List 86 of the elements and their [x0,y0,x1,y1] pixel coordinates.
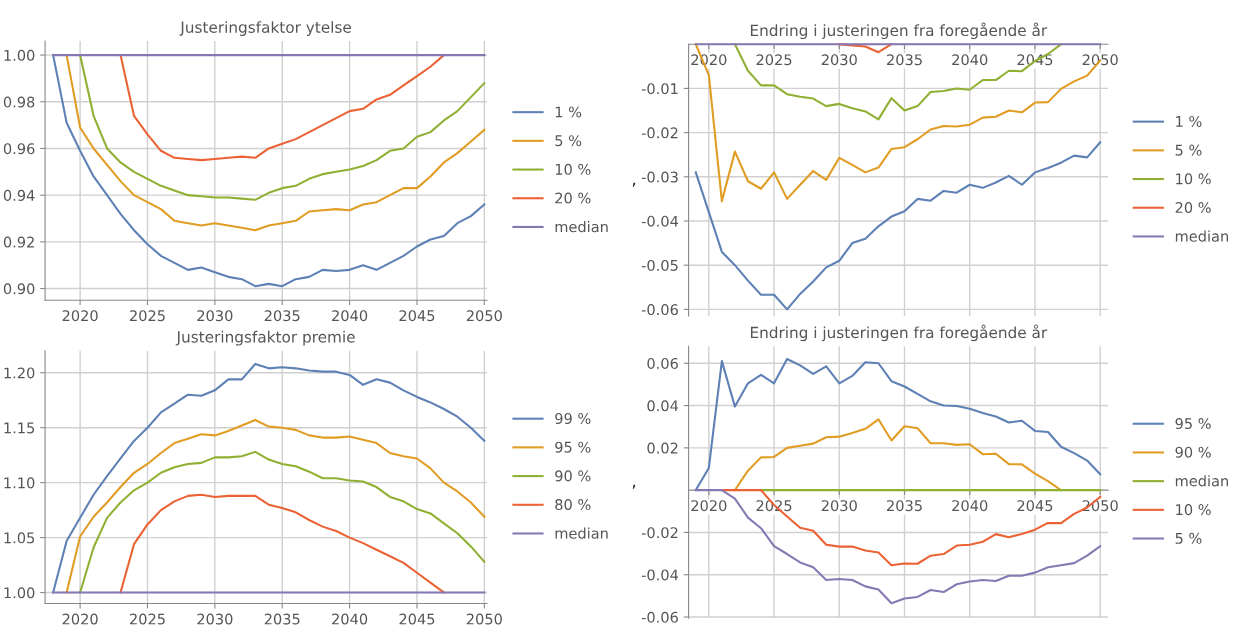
y-tick-label: 0.98 [3,96,35,108]
line-series [65,54,486,232]
x-tick-label: 2040 [952,500,988,512]
legend-label: median [555,527,608,539]
legend-label: 5 % [555,135,582,147]
y-tick-label: -0.02 [641,127,678,139]
line-series [694,357,1102,492]
legend-label: 10 % [555,163,591,175]
x-tick-label: 2035 [887,500,922,512]
y-tick-label: 0.02 [647,442,678,454]
line-series [733,418,1063,492]
legend-label: median [1175,230,1228,242]
legend-label: 10 % [1176,173,1211,185]
text: , [632,182,636,187]
x-tick-label: 2020 [62,613,98,625]
x-tick-label: 2030 [821,54,857,66]
legend-label: 1 % [1176,115,1202,127]
y-tick-label: -0.06 [641,611,678,623]
line-series [79,54,486,201]
legend-label: 90 % [555,470,591,482]
legend-label: 5 % [1175,532,1202,544]
x-tick-label: 2045 [399,310,435,322]
x-tick-label: 2050 [466,310,502,322]
x-tick-label: 2040 [332,613,368,625]
x-tick-label: 2030 [821,500,857,512]
x-tick-label: 2035 [264,310,300,322]
line-series [694,141,1102,311]
y-tick-label: -0.06 [641,304,678,316]
chart-title: Justeringsfaktor ytelse [179,21,351,36]
legend-label: 95 % [1175,418,1211,430]
y-tick-label: 1.00 [4,587,35,599]
y-tick-label: 1.00 [4,49,35,61]
line-series [65,418,486,594]
legend-label: 5 % [1175,144,1202,156]
x-tick-label: 2035 [264,613,300,625]
x-tick-label: 2020 [691,500,727,512]
x-tick-label: 2035 [887,54,922,66]
legend-label: 20 % [555,192,591,204]
legend-label: median [555,220,608,233]
x-tick-label: 2040 [952,54,988,66]
line-series [79,450,486,594]
x-tick-label: 2050 [1082,54,1118,66]
line-series [838,43,893,54]
x-tick-label: 2025 [129,613,165,625]
x-tick-label: 2020 [62,310,98,322]
chart-title: Endring i justeringen fra foregående år [750,324,1048,342]
legend-label: 99 % [555,412,591,424]
y-tick-label: 0.92 [3,236,34,248]
y-tick-label: -0.04 [641,569,679,581]
legend-label: median [1175,475,1228,487]
y-tick-label: 1.15 [4,422,35,434]
y-tick-label: -0.03 [641,171,678,183]
x-tick-label: 2040 [332,310,368,322]
x-tick-label: 2025 [756,54,792,66]
x-tick-label: 2045 [1017,500,1053,512]
legend-label: 20 % [1175,202,1211,214]
y-tick-label: 1.05 [4,532,35,544]
y-tick-label: -0.02 [641,527,678,539]
line-series [119,493,445,594]
y-tick-label: -0.04 [641,215,679,227]
legend-label: 1 % [555,106,582,118]
line-series [52,54,486,288]
x-tick-label: 2030 [197,310,233,322]
y-tick-label: -0.05 [641,259,678,271]
y-tick-label: 0.96 [3,143,35,155]
legend-label: 10 % [1176,504,1211,516]
line-series [733,43,1063,121]
line-series [119,54,445,162]
legend-label: 80 % [555,499,591,511]
y-tick-label: 0.90 [3,283,35,295]
line-series [52,362,486,594]
x-tick-label: 2045 [399,613,435,625]
x-tick-label: 2050 [466,613,502,625]
text: , [632,484,636,489]
x-tick-label: 2025 [129,310,165,322]
legend-label: 95 % [555,441,591,453]
chart-title: Endring i justeringen fra foregående år [750,22,1048,40]
y-tick-label: 0.06 [647,357,678,369]
y-tick-label: 1.20 [4,367,35,379]
y-tick-label: -0.01 [641,83,678,95]
chart-title: Justeringsfaktor premie [175,330,355,346]
legend-label: 90 % [1175,446,1211,458]
y-tick-label: 0.94 [3,189,35,201]
y-tick-label: 1.10 [4,477,35,489]
y-tick-label: 0.04 [647,400,679,412]
x-tick-label: 2030 [197,613,233,625]
